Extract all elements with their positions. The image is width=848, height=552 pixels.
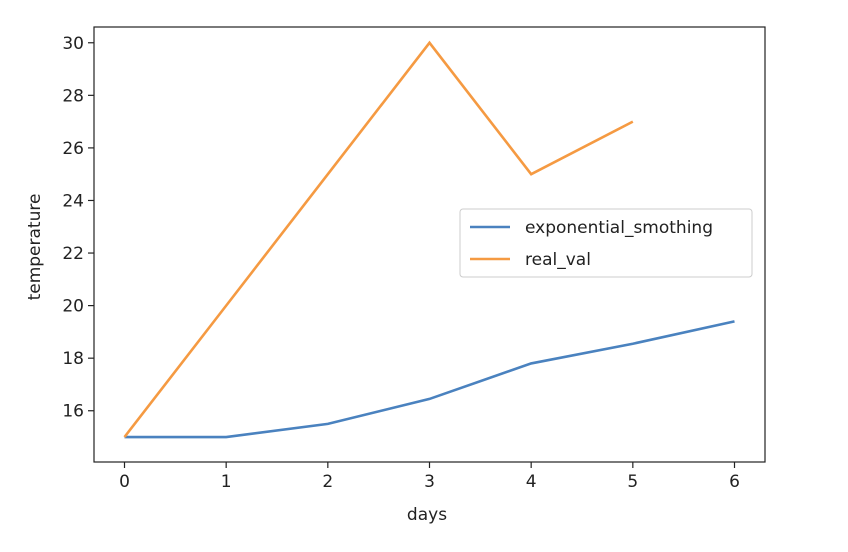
y-tick-label: 24 [62, 191, 84, 211]
legend-label: exponential_smothing [525, 218, 713, 238]
x-axis-ticks: 0 1 2 3 4 5 6 [119, 462, 740, 492]
x-tick-label: 4 [526, 472, 537, 492]
x-tick-label: 3 [424, 472, 435, 492]
x-axis-label: days [407, 505, 447, 525]
x-tick-label: 6 [729, 472, 740, 492]
x-tick-label: 1 [221, 472, 232, 492]
y-tick-label: 20 [62, 297, 84, 317]
legend-label: real_val [525, 250, 591, 270]
legend: exponential_smothing real_val [459, 208, 753, 278]
y-axis-ticks: 16 18 20 22 24 26 28 30 [62, 34, 94, 422]
x-tick-label: 2 [322, 472, 333, 492]
y-axis-label: temperature [25, 194, 45, 301]
y-tick-label: 18 [62, 349, 84, 369]
x-tick-label: 0 [119, 472, 130, 492]
y-tick-label: 26 [62, 139, 84, 159]
series-line-2 [123, 40, 634, 438]
y-tick-label: 28 [62, 86, 84, 106]
legend-box [459, 208, 753, 278]
y-tick-label: 22 [62, 244, 84, 264]
y-tick-label: 16 [62, 402, 84, 422]
x-tick-label: 5 [627, 472, 638, 492]
y-tick-label: 30 [62, 34, 84, 54]
series-lines [123, 40, 735, 439]
